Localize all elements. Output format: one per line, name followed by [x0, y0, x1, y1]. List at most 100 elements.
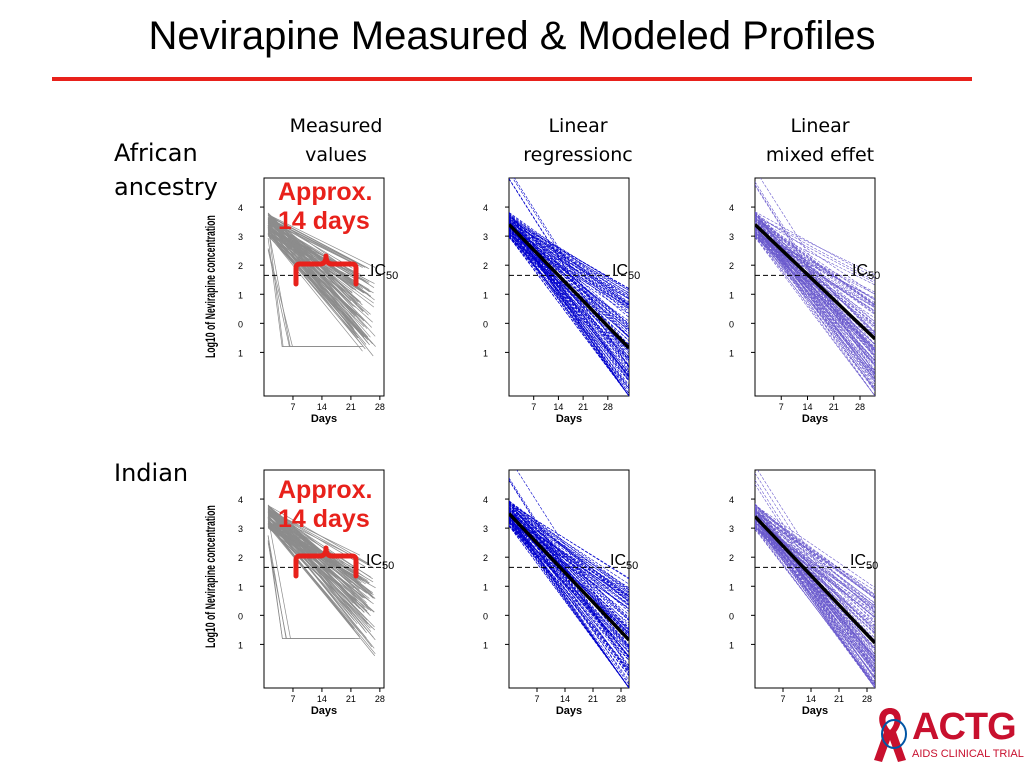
series-line: [509, 226, 629, 332]
series-line: [755, 506, 875, 599]
series-line: [755, 526, 875, 626]
x-axis-label: Days: [311, 705, 337, 717]
series-line: [755, 212, 875, 377]
series-line: [755, 519, 875, 663]
series-line: [509, 518, 629, 657]
x-tick-label: 7: [290, 694, 295, 704]
x-axis-label: Days: [556, 413, 582, 425]
y-tick-label: 2: [729, 553, 734, 563]
plot-frame: [754, 469, 876, 689]
y-tick-label: 2: [238, 261, 243, 271]
series-line: [755, 484, 875, 674]
y-tick-label: 0: [729, 319, 734, 329]
series-line: [509, 501, 629, 621]
y-tick-label: 1: [238, 582, 243, 592]
series-line: [755, 237, 875, 336]
series-line: [267, 226, 354, 307]
y-tick-label: 0: [729, 611, 734, 621]
series-line: [755, 228, 875, 372]
approx-annotation: Approx. 14 days: [278, 178, 372, 236]
y-tick-label: 3: [483, 524, 488, 534]
series-line: [755, 218, 875, 323]
series-line: [755, 514, 875, 611]
chart-indian-mixed-effect: 1 0 1 2 3 4 7 14 21 28 Days: [719, 469, 884, 717]
y-tick-label: 4: [729, 495, 734, 505]
series-line: [509, 500, 629, 593]
series-line: [267, 507, 360, 584]
ic-sub: 50: [382, 560, 395, 573]
series-line: [267, 527, 374, 605]
series-line: [755, 524, 875, 673]
column-header-mixed-effect: Linear mixed effet: [720, 112, 920, 170]
series-line: [509, 504, 629, 590]
series-line: [267, 214, 376, 268]
y-tick-label: 1: [483, 582, 488, 592]
mean-line: [509, 223, 629, 350]
series-line: [755, 229, 875, 362]
series-line: [755, 504, 875, 609]
x-axis-label: Days: [556, 705, 582, 717]
series-line: [509, 231, 629, 391]
row-label-african: African ancestry: [114, 136, 218, 204]
red-ribbon-icon: [874, 708, 907, 762]
series-line: [755, 520, 875, 606]
chart-african-mixed-effect: 1 0 1 2 3 4 7 14 21 28 Days: [719, 177, 884, 425]
series-line: [509, 235, 629, 390]
series-line: [755, 508, 875, 632]
y-tick-label: 3: [483, 232, 488, 242]
series-line: [755, 507, 875, 600]
series-line: [755, 218, 875, 352]
series-line: [509, 224, 629, 296]
series-line: [267, 526, 376, 631]
ic-sub: 50: [628, 270, 641, 283]
series-line: [755, 232, 875, 349]
series-line: [755, 227, 875, 353]
series-line: [755, 519, 875, 659]
series-line: [755, 472, 875, 663]
column-header-line2: values: [305, 144, 367, 166]
column-header-line2: mixed effet: [765, 144, 875, 166]
series-line: [755, 505, 875, 588]
row-label-indian: Indian: [114, 456, 188, 490]
series-line: [509, 216, 629, 294]
series-line: [509, 215, 629, 291]
series-line: [509, 212, 629, 299]
column-header-line1: Measured: [289, 115, 383, 137]
series-line: [509, 222, 629, 327]
series-line: [509, 479, 629, 669]
series-line: [755, 517, 875, 684]
series-line: [267, 515, 375, 649]
x-tick-label: 21: [346, 402, 356, 412]
series-line: [755, 228, 875, 366]
series-line: [755, 515, 875, 591]
series-line: [509, 514, 629, 688]
series-line: [267, 230, 368, 324]
series-line: [755, 526, 875, 650]
series-line: [267, 524, 376, 657]
series-line: [509, 232, 629, 327]
row-label-line1: African: [114, 139, 198, 167]
series-line: [267, 519, 363, 611]
x-tick-label: 7: [534, 694, 539, 704]
series-line: [755, 218, 875, 306]
series-line: [267, 515, 368, 625]
x-tick-label: 14: [560, 694, 570, 704]
series-line: [755, 235, 875, 377]
series-line: [755, 503, 875, 623]
series-line: [755, 218, 875, 363]
series-line: [755, 519, 875, 618]
actg-logo: ACTG AIDS CLINICAL TRIALS GROUP: [868, 700, 1024, 768]
chart-indian-linear-regression: 1 0 1 2 3 4 7 14 21 28 Days: [473, 469, 638, 717]
x-tick-label: 21: [588, 694, 598, 704]
series-line: [755, 520, 875, 688]
series-line: [509, 502, 629, 602]
plot-frame: [508, 177, 630, 397]
ic50-label: IC50: [366, 552, 394, 572]
x-tick-label: 28: [375, 402, 385, 412]
ic-sub: 50: [626, 560, 639, 573]
series-line: [509, 236, 629, 361]
series-line: [509, 229, 629, 297]
series-line: [267, 233, 362, 345]
y-axis-label: Log10 of Nevirapine concentration: [202, 215, 218, 358]
bracket-icon: [293, 253, 359, 287]
